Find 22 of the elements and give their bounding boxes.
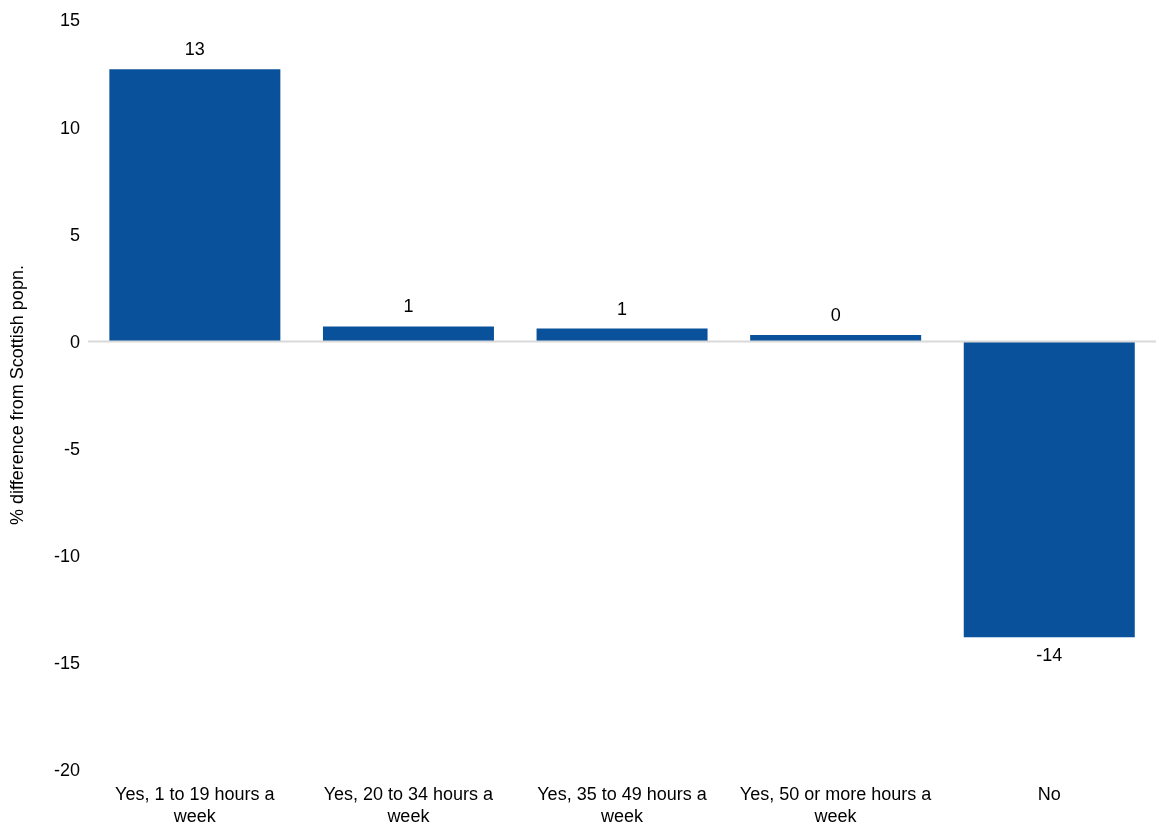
y-tick-label: 10 (59, 117, 80, 138)
y-tick-label: 15 (59, 10, 80, 31)
x-tick-label: No (1037, 784, 1061, 804)
bar (322, 326, 494, 342)
y-tick-label: -5 (63, 438, 80, 459)
y-tick-label: -10 (53, 546, 80, 567)
data-label: 1 (617, 298, 628, 319)
bar (963, 341, 1135, 638)
data-label: 13 (184, 39, 205, 60)
y-tick-label: 5 (69, 224, 80, 245)
x-tick-label: Yes, 1 to 19 hours a week (115, 784, 276, 826)
x-tick-label: Yes, 20 to 34 hours a week (323, 784, 495, 826)
y-tick-label: -15 (53, 653, 80, 674)
data-label: 1 (403, 296, 414, 317)
y-tick-label: -20 (53, 760, 80, 781)
data-label: -14 (1036, 645, 1063, 666)
data-label: 0 (830, 305, 841, 325)
bar (109, 69, 281, 342)
x-tick-label: Yes, 35 to 49 hours a week (537, 784, 708, 826)
y-axis-title: % difference from Scottish popn. (7, 265, 28, 525)
x-tick-label: Yes, 50 or more hours a week (739, 784, 933, 826)
y-tick-label: 0 (69, 331, 80, 352)
